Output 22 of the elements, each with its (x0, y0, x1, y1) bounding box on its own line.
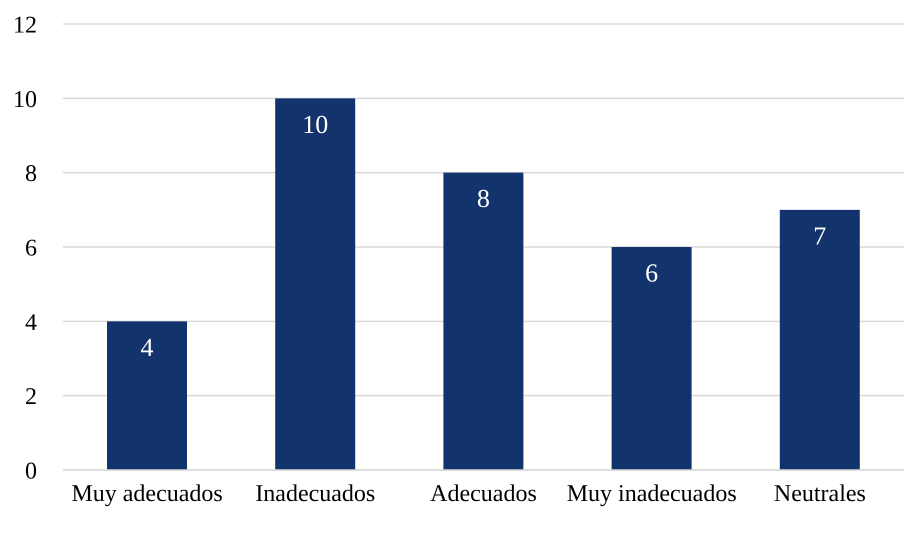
x-tick-label: Inadecuados (255, 481, 376, 508)
bar (107, 321, 187, 470)
y-tick-label: 4 (25, 310, 37, 336)
y-tick-label: 6 (25, 236, 37, 262)
bar (780, 210, 860, 470)
data-label: 6 (645, 258, 658, 288)
data-label: 10 (302, 110, 328, 139)
data-label: 4 (140, 332, 154, 362)
bar (612, 247, 692, 470)
y-tick-label: 2 (25, 384, 37, 410)
bar (443, 172, 524, 470)
x-tick-label: Muy inadecuados (566, 481, 737, 508)
y-tick-label: 10 (13, 86, 37, 113)
y-tick-label: 8 (25, 161, 37, 188)
x-tick-label: Muy adecuados (71, 481, 223, 508)
bar (275, 98, 356, 470)
data-label: 7 (813, 221, 826, 250)
y-tick-label: 0 (25, 458, 37, 485)
y-tick-label: 12 (13, 12, 37, 39)
x-tick-label: Neutrales (774, 481, 866, 508)
x-tick-label: Adecuados (430, 481, 537, 508)
data-label: 8 (476, 184, 490, 214)
